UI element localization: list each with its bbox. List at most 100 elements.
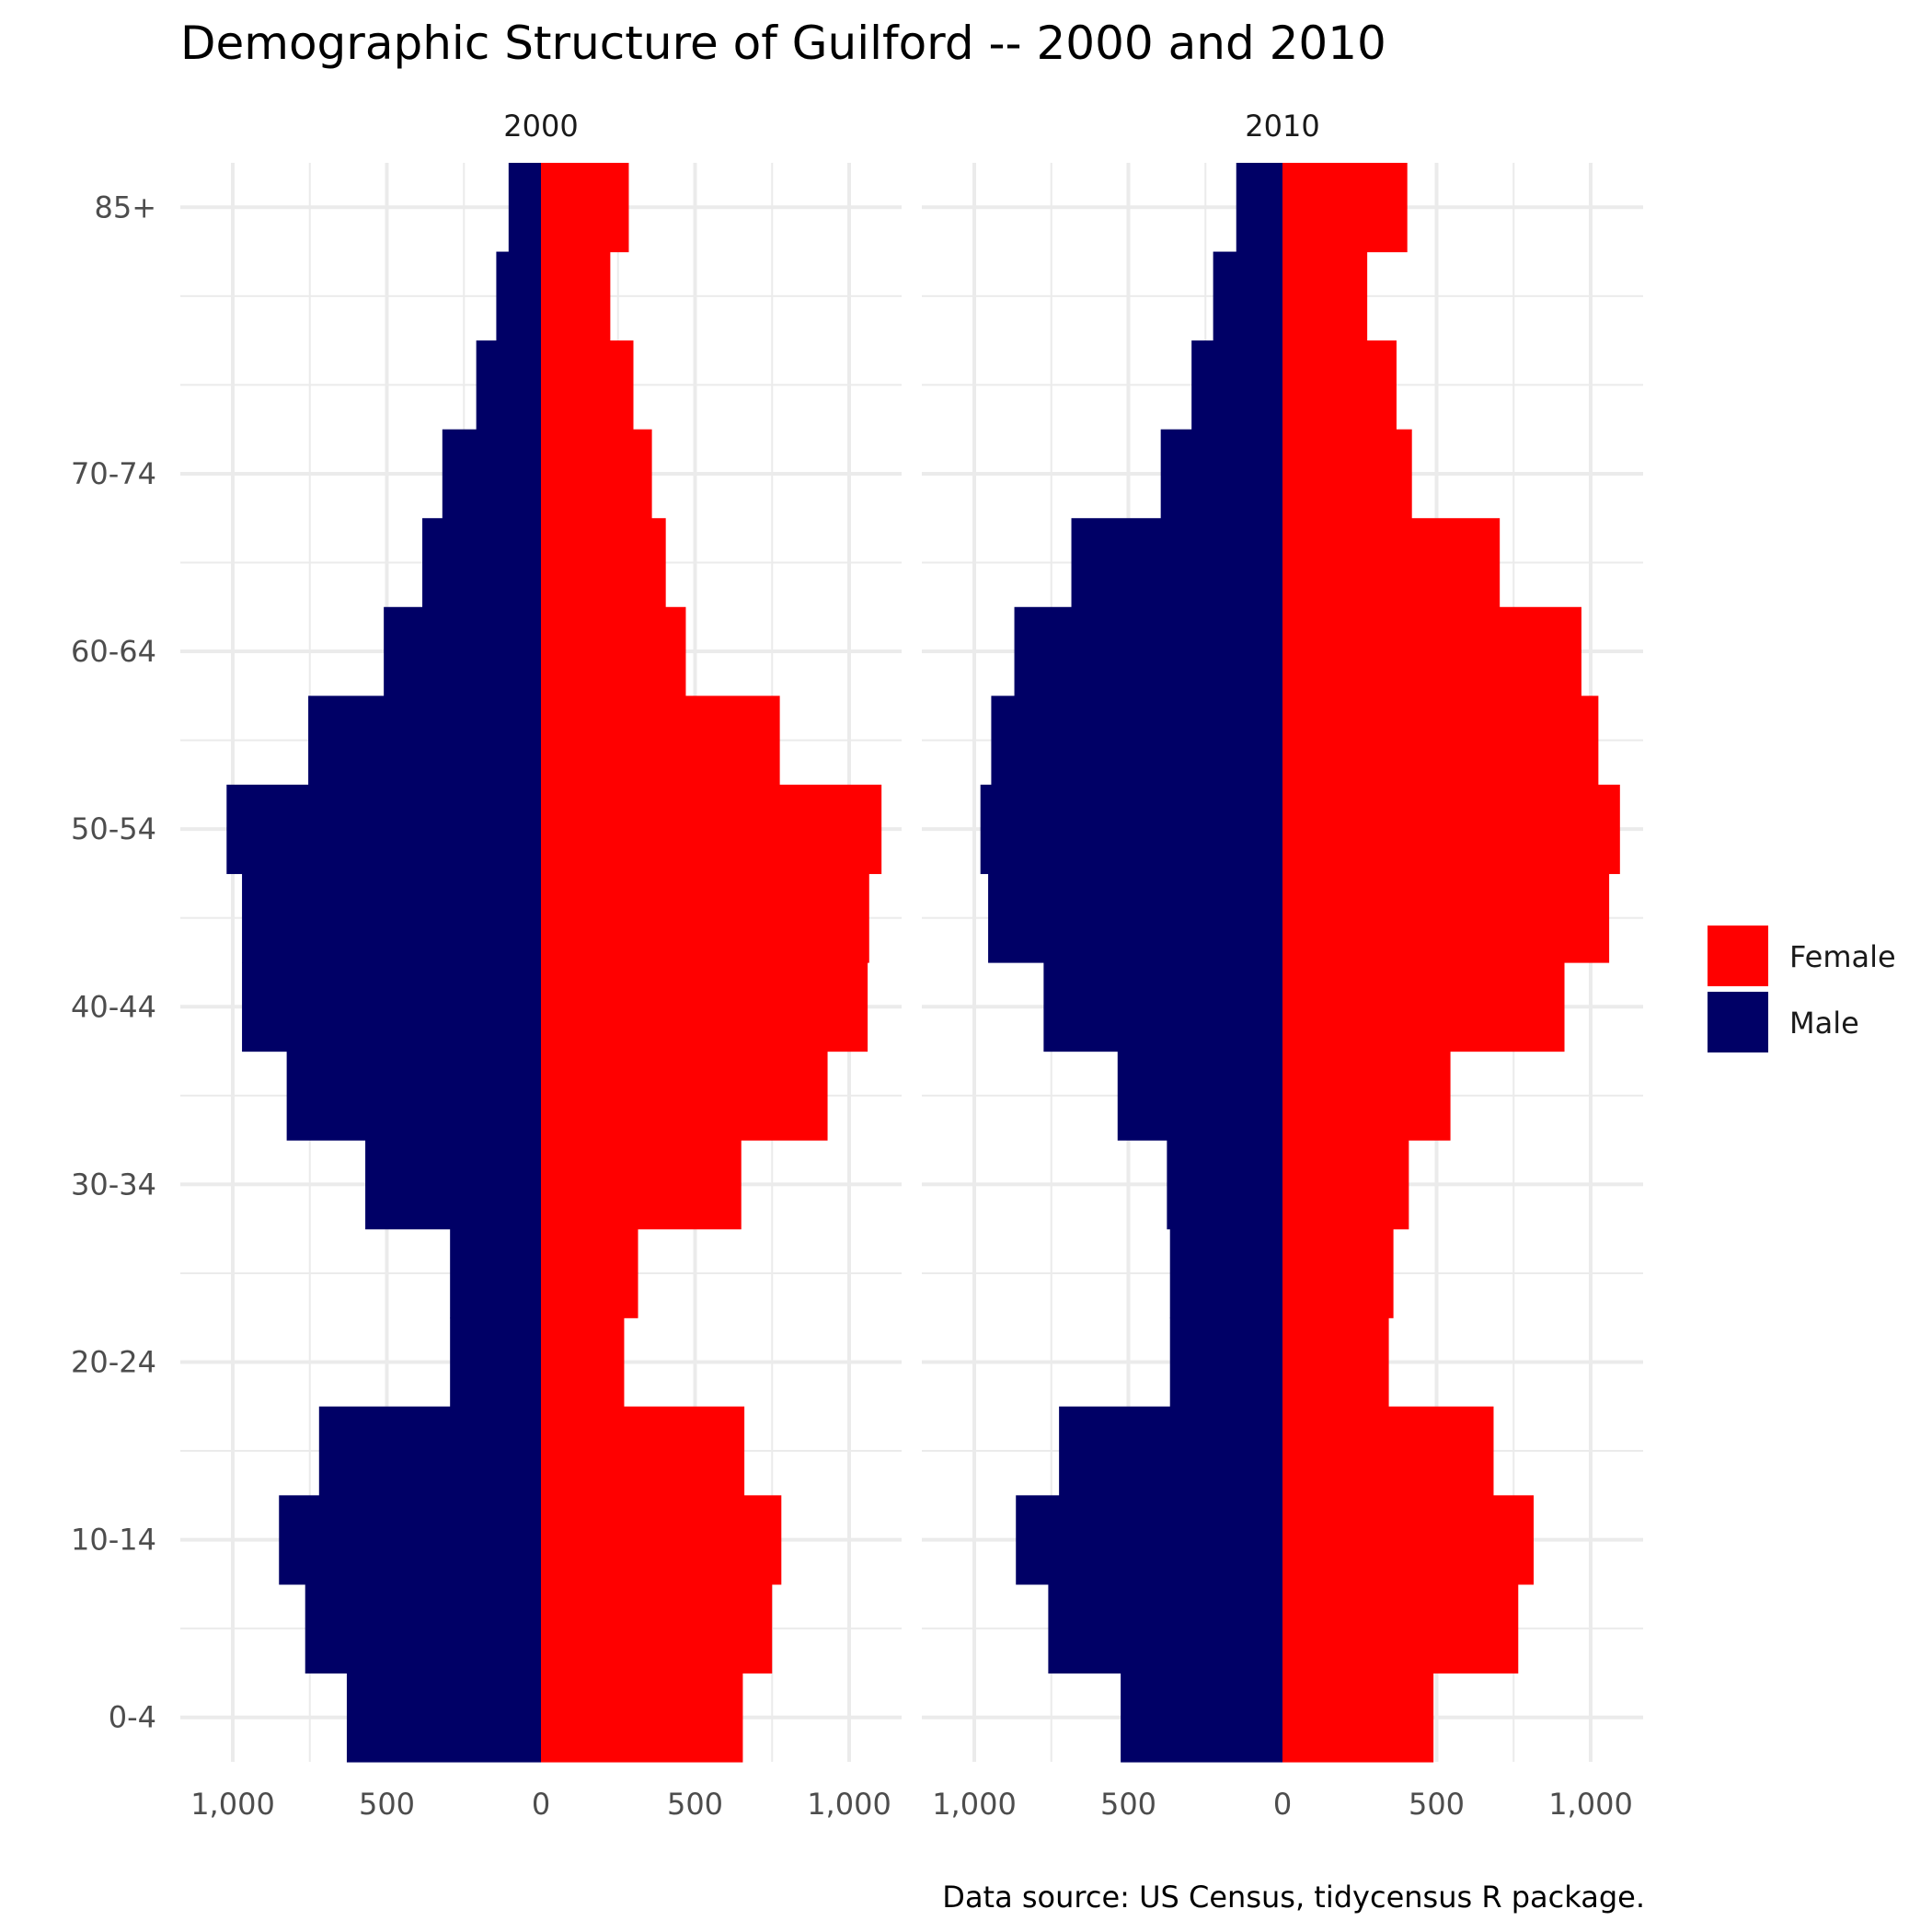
bar-2010-female-65-69: [1282, 518, 1501, 608]
y-tick-label: 85+: [94, 190, 156, 224]
bar-2000-male-25-29: [450, 1228, 541, 1318]
bar-2010-male-55-59: [991, 696, 1282, 786]
y-tick-label: 70-74: [71, 456, 156, 491]
bar-2010-female-85+: [1282, 163, 1408, 253]
y-tick-label: 60-64: [71, 634, 156, 669]
bar-2000-female-70-74: [541, 429, 652, 519]
bar-2010-female-30-34: [1282, 1140, 1409, 1230]
x-tick-label: 1,000: [1548, 1787, 1633, 1822]
legend: Female Male: [1708, 926, 1896, 1052]
x-tick-label: 0: [532, 1787, 550, 1822]
bar-2010-male-50-54: [980, 784, 1282, 875]
bar-2000-male-50-54: [226, 784, 542, 875]
bar-2010-male-30-34: [1167, 1140, 1282, 1230]
legend-key-male: [1708, 992, 1768, 1052]
bar-2010-male-40-44: [1043, 962, 1282, 1052]
bar-2000-female-55-59: [541, 696, 780, 786]
bar-2000-female-45-49: [541, 873, 869, 963]
bar-2000-female-15-19: [541, 1406, 745, 1496]
bar-2010-female-50-54: [1282, 784, 1620, 875]
bar-2000-female-5-9: [541, 1583, 773, 1674]
bar-2000-female-85+: [541, 163, 629, 253]
bar-2000-female-80-84: [541, 251, 611, 341]
bar-2010-female-55-59: [1282, 696, 1599, 786]
bar-2000-female-65-69: [541, 518, 666, 608]
bar-2010-male-20-24: [1169, 1317, 1282, 1408]
bar-2000-male-10-14: [279, 1495, 541, 1585]
bar-2000-female-25-29: [541, 1228, 638, 1318]
bar-2010-male-10-14: [1016, 1495, 1282, 1585]
bar-2000-male-30-34: [365, 1140, 541, 1230]
x-tick-label: 1,000: [807, 1787, 891, 1822]
bar-2000-male-15-19: [318, 1406, 541, 1496]
bar-2000-male-0-4: [346, 1673, 541, 1763]
y-tick-label: 30-34: [71, 1167, 156, 1202]
bar-2010-male-25-29: [1169, 1228, 1282, 1318]
chart-title: Demographic Structure of Guilford -- 200…: [180, 17, 1386, 70]
x-tick-label: 0: [1273, 1787, 1292, 1822]
panel-2010: 2010 1,000 500 0 500 1,000: [922, 109, 1643, 1822]
panels-layer: 2000 1,000 500 0 500 1,000 2010 1,000 500 0 500 1,0…: [180, 109, 1643, 1822]
bar-2000-male-55-59: [308, 696, 541, 786]
bar-2010-male-85+: [1236, 163, 1282, 253]
y-tick-label: 10-14: [71, 1523, 156, 1558]
x-tick-label: 1,000: [190, 1787, 275, 1822]
bar-2000-male-70-74: [442, 429, 541, 519]
bar-2010-male-0-4: [1121, 1673, 1282, 1763]
bar-2000-female-10-14: [541, 1495, 782, 1585]
bar-2010-female-70-74: [1282, 429, 1412, 519]
bar-2000-female-30-34: [541, 1140, 742, 1230]
bar-2010-female-45-49: [1282, 873, 1610, 963]
bar-2010-female-80-84: [1282, 251, 1368, 341]
bar-2000-female-0-4: [541, 1673, 743, 1763]
bar-2010-female-0-4: [1282, 1673, 1434, 1763]
bar-2010-male-45-49: [988, 873, 1282, 963]
facet-label-2010: 2010: [1245, 109, 1319, 144]
bar-2000-male-80-84: [496, 251, 541, 341]
y-tick-label: 0-4: [109, 1700, 156, 1735]
bar-2010-male-70-74: [1160, 429, 1282, 519]
bar-2010-male-80-84: [1213, 251, 1282, 341]
chart-caption: Data source: US Census, tidycensus R pac…: [942, 1880, 1645, 1915]
y-tick-label: 40-44: [71, 989, 156, 1024]
facet-label-2000: 2000: [503, 109, 578, 144]
x-tick-label: 500: [1100, 1787, 1156, 1822]
panel-2000: 2000 1,000 500 0 500 1,000: [180, 109, 902, 1822]
legend-label-male: Male: [1789, 1006, 1859, 1041]
bar-2010-female-10-14: [1282, 1495, 1535, 1585]
bar-2000-male-20-24: [450, 1317, 541, 1408]
bar-2010-male-60-64: [1014, 606, 1282, 696]
bar-2000-female-50-54: [541, 784, 882, 875]
bar-2010-female-25-29: [1282, 1228, 1394, 1318]
bar-2000-female-35-39: [541, 1051, 828, 1141]
y-tick-label: 20-24: [71, 1345, 156, 1380]
bar-2010-female-5-9: [1282, 1583, 1519, 1674]
bar-2000-female-75-79: [541, 340, 634, 431]
y-axis: 0-4 10-14 20-24 30-34 40-44 50-54 60-64 70-74 85…: [71, 190, 156, 1734]
legend-key-female: [1708, 926, 1768, 986]
bar-2000-female-60-64: [541, 606, 686, 696]
bar-2010-male-15-19: [1059, 1406, 1282, 1496]
bar-2010-male-75-79: [1191, 340, 1282, 431]
bar-2010-male-5-9: [1048, 1583, 1282, 1674]
bar-2010-female-15-19: [1282, 1406, 1494, 1496]
bar-2010-female-20-24: [1282, 1317, 1389, 1408]
bar-2000-male-35-39: [286, 1051, 541, 1141]
y-tick-label: 50-54: [71, 811, 156, 846]
bar-2000-male-85+: [508, 163, 541, 253]
bar-2000-female-20-24: [541, 1317, 625, 1408]
bar-2000-male-5-9: [305, 1583, 541, 1674]
x-tick-label: 500: [667, 1787, 723, 1822]
bar-2000-male-40-44: [242, 962, 541, 1052]
bar-2010-female-75-79: [1282, 340, 1397, 431]
x-tick-label: 1,000: [932, 1787, 1017, 1822]
bar-2010-male-35-39: [1117, 1051, 1282, 1141]
bar-2000-male-60-64: [384, 606, 541, 696]
bar-2010-female-60-64: [1282, 606, 1581, 696]
bar-2010-female-40-44: [1282, 962, 1565, 1052]
bar-2000-male-75-79: [476, 340, 541, 431]
bar-2000-female-40-44: [541, 962, 868, 1052]
x-tick-label: 500: [359, 1787, 415, 1822]
bar-2010-female-35-39: [1282, 1051, 1451, 1141]
